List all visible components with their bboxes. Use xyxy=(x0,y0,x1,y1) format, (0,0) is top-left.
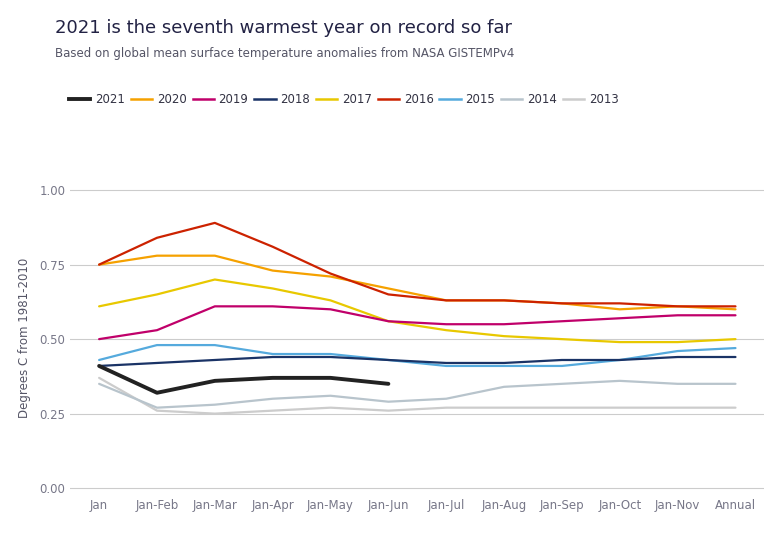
Y-axis label: Degrees C from 1981-2010: Degrees C from 1981-2010 xyxy=(18,257,31,418)
Text: 2021 is the seventh warmest year on record so far: 2021 is the seventh warmest year on reco… xyxy=(55,19,512,37)
Text: Based on global mean surface temperature anomalies from NASA GISTEMPv4: Based on global mean surface temperature… xyxy=(55,47,514,60)
Legend: 2021, 2020, 2019, 2018, 2017, 2016, 2015, 2014, 2013: 2021, 2020, 2019, 2018, 2017, 2016, 2015… xyxy=(69,93,619,107)
